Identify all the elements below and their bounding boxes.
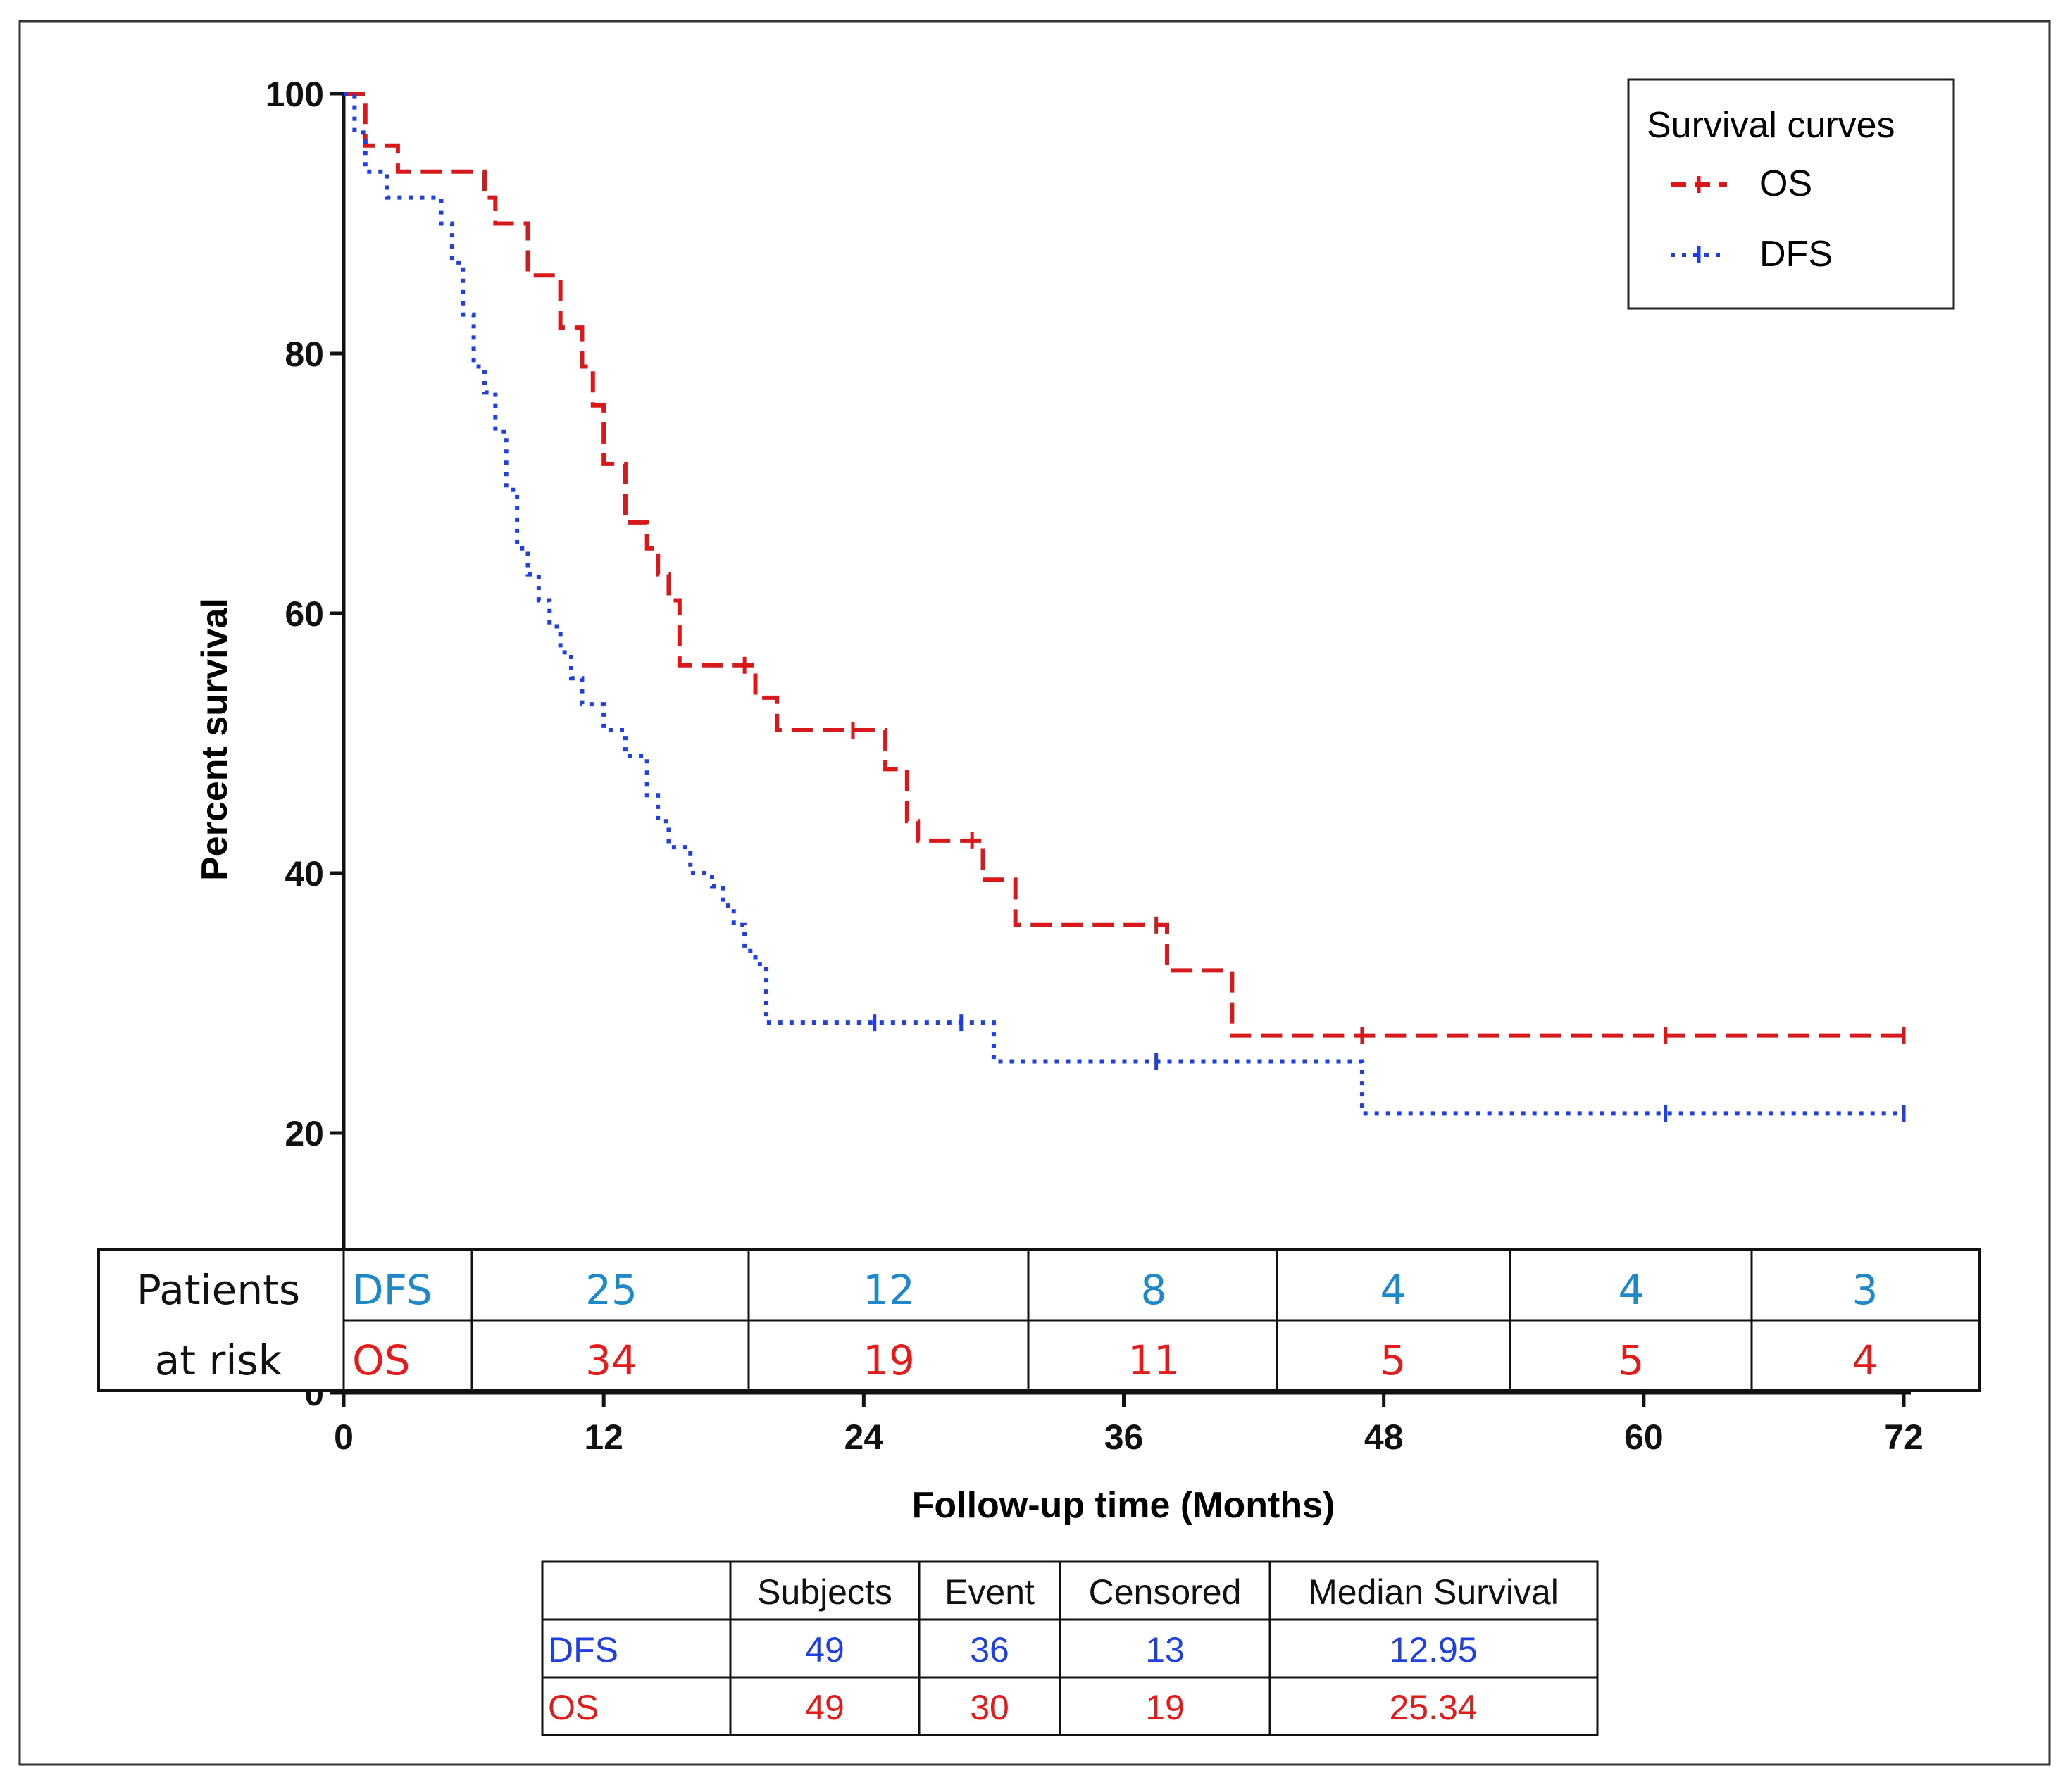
summary-header: Median Survival <box>1308 1572 1559 1612</box>
risk-table-label-line1: Patients <box>137 1266 300 1314</box>
summary-dfs-value: 49 <box>805 1630 844 1669</box>
summary-row-name-dfs: DFS <box>548 1630 618 1669</box>
summary-dfs-value: 12.95 <box>1389 1630 1477 1669</box>
risk-os-value: 5 <box>1619 1336 1645 1384</box>
y-tick-label: 20 <box>285 1114 324 1153</box>
y-tick-label: 40 <box>285 854 324 894</box>
curve-dfs <box>344 92 1904 1116</box>
risk-table-label-line2: at risk <box>155 1336 282 1384</box>
summary-os-value: 30 <box>970 1688 1009 1727</box>
summary-os-value: 25.34 <box>1389 1688 1477 1727</box>
x-axis: 0 12 24 36 48 60 72 <box>334 1391 1924 1457</box>
curve-os <box>344 92 1904 1038</box>
summary-table-frame <box>541 1560 1599 1736</box>
risk-os-value: 19 <box>863 1336 915 1384</box>
summary-header: Event <box>944 1572 1035 1612</box>
legend-title: Survival curves <box>1647 105 1895 146</box>
risk-row-name-os: OS <box>352 1336 410 1384</box>
summary-header: Censored <box>1089 1572 1242 1612</box>
summary-table: Subjects Event Censored Median Survival … <box>541 1560 1599 1736</box>
risk-os-value: 11 <box>1128 1336 1180 1384</box>
survival-curves <box>344 92 1906 1122</box>
legend-label-os: OS <box>1759 163 1812 204</box>
risk-os-value: 34 <box>585 1336 637 1384</box>
x-tick-label: 12 <box>584 1417 623 1457</box>
y-tick-label: 60 <box>285 594 324 634</box>
risk-dfs-value: 4 <box>1380 1266 1407 1314</box>
risk-dfs-value: 8 <box>1141 1266 1167 1314</box>
risk-os-value: 5 <box>1380 1336 1407 1384</box>
figure-frame <box>18 20 2051 1766</box>
x-tick-label: 36 <box>1104 1417 1144 1457</box>
legend-label-dfs: DFS <box>1759 234 1833 275</box>
x-axis-title: Follow-up time (Months) <box>912 1485 1335 1526</box>
risk-os-value: 4 <box>1852 1336 1878 1384</box>
summary-os-value: 49 <box>805 1688 844 1727</box>
y-axis-title: Percent survival <box>194 598 235 881</box>
summary-os-value: 19 <box>1145 1688 1185 1727</box>
risk-dfs-value: 25 <box>585 1266 637 1314</box>
risk-row-name-dfs: DFS <box>352 1266 432 1314</box>
risk-dfs-value: 4 <box>1619 1266 1645 1314</box>
legend-box <box>1627 78 1955 310</box>
summary-dfs-value: 13 <box>1145 1630 1185 1669</box>
risk-dfs-value: 3 <box>1852 1266 1878 1314</box>
y-tick-label: 100 <box>266 75 324 114</box>
risk-table: Patients at risk DFS OS 25 12 8 4 4 3 34… <box>97 1248 1981 1392</box>
legend-os-swatch <box>1671 176 1727 193</box>
x-tick-label: 0 <box>334 1417 354 1457</box>
x-tick-label: 24 <box>844 1417 884 1457</box>
y-tick-label: 80 <box>285 334 324 374</box>
summary-header: Subjects <box>757 1572 892 1612</box>
legend: Survival curves OS DFS <box>1627 78 1955 310</box>
x-tick-label: 48 <box>1364 1417 1404 1457</box>
legend-dfs-swatch <box>1671 246 1727 263</box>
x-tick-label: 60 <box>1624 1417 1664 1457</box>
x-tick-label: 72 <box>1884 1417 1924 1457</box>
risk-dfs-value: 12 <box>863 1266 915 1314</box>
summary-dfs-value: 36 <box>970 1630 1009 1669</box>
summary-row-name-os: OS <box>548 1688 599 1727</box>
